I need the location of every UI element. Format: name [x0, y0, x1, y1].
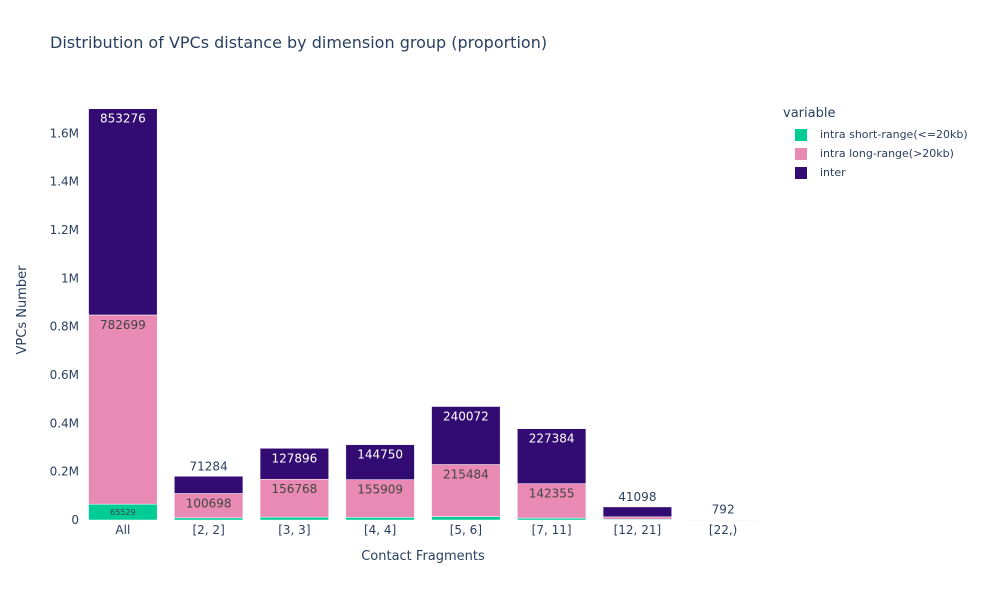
- x-tick-label: All: [115, 523, 130, 537]
- x-tick-label: [3, 3]: [278, 523, 310, 537]
- data-label: 127896: [271, 451, 317, 465]
- bar-segment[interactable]: [688, 519, 758, 521]
- legend-title: variable: [783, 106, 836, 121]
- legend-label: inter: [820, 166, 846, 179]
- bar-segment[interactable]: [259, 516, 329, 521]
- y-tick-label: 0: [71, 513, 79, 527]
- data-label: 155909: [357, 483, 403, 497]
- data-label: 144750: [357, 448, 403, 462]
- legend-item-long-range[interactable]: intra long-range(>20kb): [783, 144, 968, 163]
- bar-segment[interactable]: [174, 476, 244, 494]
- y-tick-label: 1.2M: [50, 223, 79, 237]
- data-label: 853276: [100, 112, 146, 126]
- bar-segment[interactable]: [431, 464, 501, 517]
- bar-segment[interactable]: [259, 448, 329, 480]
- x-tick-label: [2, 2]: [192, 523, 224, 537]
- bar-segment[interactable]: [88, 314, 158, 505]
- gridlines: [80, 132, 766, 473]
- bar-segment[interactable]: [259, 478, 329, 518]
- y-tick-label: 0.2M: [50, 465, 79, 479]
- bar-segment[interactable]: [517, 483, 587, 519]
- legend-swatch-long-range: [795, 147, 807, 160]
- data-label: 100698: [186, 496, 232, 510]
- bar-segment[interactable]: [88, 108, 158, 316]
- chart-title: Distribution of VPCs distance by dimensi…: [50, 33, 548, 52]
- data-label: 156768: [271, 482, 317, 496]
- x-tick-label: [7, 11]: [532, 523, 572, 537]
- data-label: 227384: [529, 432, 575, 446]
- legend-label: intra long-range(>20kb): [820, 147, 954, 160]
- x-axis-ticks: All [2, 2] [3, 3] [4, 4] [5, 6] [7, 11] [12, 2…: [115, 523, 737, 537]
- y-tick-label: 0.6M: [50, 368, 79, 382]
- bar-segment[interactable]: [345, 479, 415, 518]
- data-label: 71284: [190, 459, 228, 473]
- data-label: 782699: [100, 318, 146, 332]
- legend-item-inter[interactable]: inter: [783, 163, 968, 182]
- y-axis-ticks: 0 0.2M 0.4M 0.6M 0.8M 1M 1.2M 1.4M 1.6M: [50, 126, 79, 527]
- y-tick-label: 1.6M: [50, 126, 79, 140]
- legend-swatch-short-range: [795, 128, 807, 141]
- legend-swatch-inter: [795, 166, 807, 179]
- bar-segment[interactable]: [345, 444, 415, 480]
- bar-segment[interactable]: [431, 406, 501, 465]
- x-tick-label: [5, 6]: [450, 523, 482, 537]
- bar-segment[interactable]: [174, 493, 244, 519]
- legend-label: intra short-range(<=20kb): [820, 128, 968, 141]
- x-tick-label: [4, 4]: [364, 523, 396, 537]
- data-label: 65529: [110, 508, 135, 517]
- legend-item-short-range[interactable]: intra short-range(<=20kb): [783, 125, 968, 144]
- bar-segment[interactable]: [602, 506, 672, 518]
- y-tick-label: 0.4M: [50, 416, 79, 430]
- data-label: 240072: [443, 410, 489, 424]
- x-tick-label: [22,): [709, 523, 737, 537]
- data-label: 142355: [529, 487, 575, 501]
- data-label: 792: [712, 503, 735, 517]
- y-tick-label: 1.4M: [50, 175, 79, 189]
- bar-segment[interactable]: [431, 516, 501, 521]
- y-tick-label: 1M: [61, 271, 79, 285]
- bar-segment[interactable]: [517, 517, 587, 521]
- data-label: 215484: [443, 468, 489, 482]
- bar-segment[interactable]: [517, 428, 587, 484]
- y-tick-label: 0.8M: [50, 320, 79, 334]
- bar-segment[interactable]: [602, 516, 672, 520]
- x-tick-label: [12, 21]: [614, 523, 662, 537]
- data-labels: 65529 782699 853276 100698 71284 156768 127896…: [100, 112, 735, 517]
- bar-segment[interactable]: [345, 517, 415, 521]
- legend: variable intra short-range(<=20kb) intra…: [783, 106, 968, 182]
- y-axis-label: VPCs Number: [15, 265, 30, 355]
- bars: [88, 108, 758, 521]
- x-axis-label: Contact Fragments: [361, 549, 485, 564]
- bar-segment[interactable]: [174, 517, 244, 521]
- data-label: 41098: [618, 490, 656, 504]
